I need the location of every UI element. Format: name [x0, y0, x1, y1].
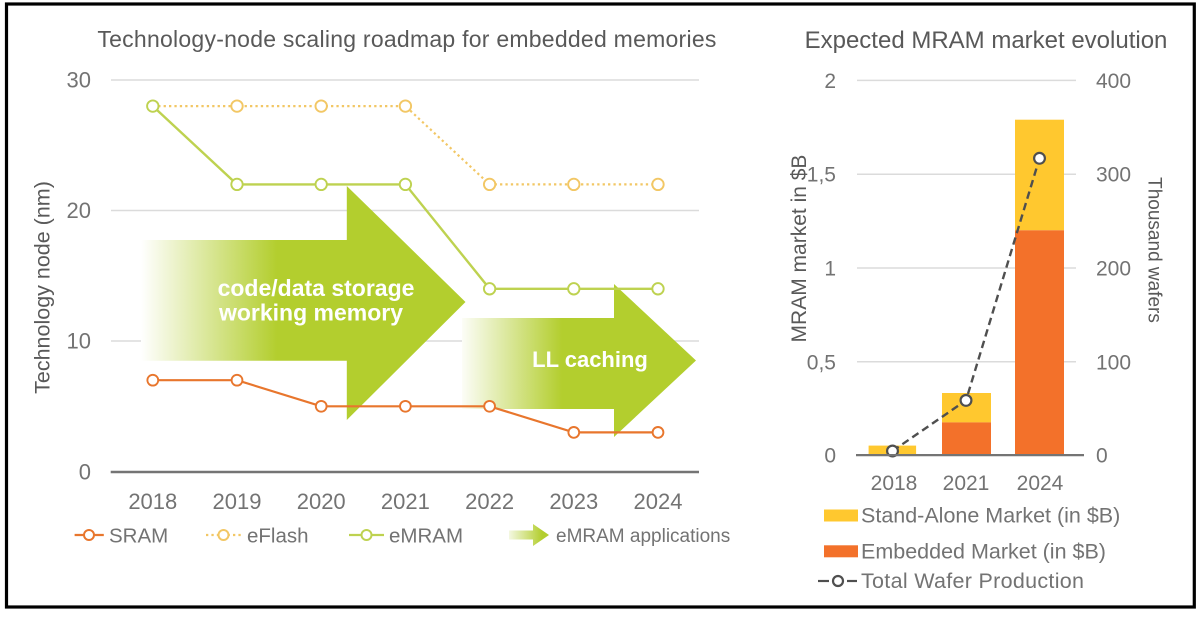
svg-text:10: 10 — [67, 329, 91, 354]
svg-text:Technology node (nm): Technology node (nm) — [31, 181, 55, 394]
svg-text:0: 0 — [1096, 445, 1108, 468]
svg-text:code/data storage: code/data storage — [218, 275, 415, 301]
svg-text:2018: 2018 — [871, 472, 918, 495]
svg-text:LL caching: LL caching — [532, 347, 648, 372]
svg-text:100: 100 — [1096, 351, 1131, 374]
svg-text:0,5: 0,5 — [807, 351, 836, 374]
svg-text:2024: 2024 — [1017, 472, 1064, 495]
svg-text:20: 20 — [67, 198, 91, 223]
svg-text:2020: 2020 — [297, 489, 346, 514]
svg-text:Technology-node scaling roadma: Technology-node scaling roadmap for embe… — [97, 26, 716, 52]
svg-text:Thousand wafers: Thousand wafers — [1144, 177, 1165, 323]
svg-text:Embedded Market (in $B): Embedded Market (in $B) — [861, 539, 1106, 563]
svg-text:2021: 2021 — [943, 472, 990, 495]
svg-text:2022: 2022 — [465, 489, 514, 514]
svg-text:2021: 2021 — [381, 489, 430, 514]
svg-text:2023: 2023 — [549, 489, 598, 514]
svg-text:0: 0 — [824, 445, 836, 468]
svg-text:30: 30 — [67, 68, 91, 93]
svg-text:eMRAM: eMRAM — [389, 525, 463, 548]
svg-text:200: 200 — [1096, 258, 1131, 281]
svg-text:300: 300 — [1096, 164, 1131, 187]
svg-text:eMRAM applications: eMRAM applications — [556, 526, 730, 547]
svg-text:2019: 2019 — [213, 489, 262, 514]
svg-text:working memory: working memory — [218, 300, 403, 326]
svg-text:Stand-Alone Market (in $B): Stand-Alone Market (in $B) — [861, 504, 1120, 528]
svg-text:1,5: 1,5 — [807, 164, 836, 187]
svg-text:SRAM: SRAM — [109, 525, 168, 548]
svg-text:eFlash: eFlash — [247, 525, 309, 548]
svg-text:Expected MRAM market evolution: Expected MRAM market evolution — [805, 27, 1168, 54]
svg-text:2018: 2018 — [128, 489, 177, 514]
svg-text:1: 1 — [824, 258, 836, 281]
svg-text:MRAM market in $B: MRAM market in $B — [788, 155, 811, 343]
svg-text:0: 0 — [79, 460, 91, 485]
svg-text:2024: 2024 — [634, 489, 683, 514]
svg-text:Total Wafer Production: Total Wafer Production — [861, 569, 1084, 593]
svg-text:400: 400 — [1096, 70, 1131, 93]
svg-text:2: 2 — [824, 70, 836, 93]
